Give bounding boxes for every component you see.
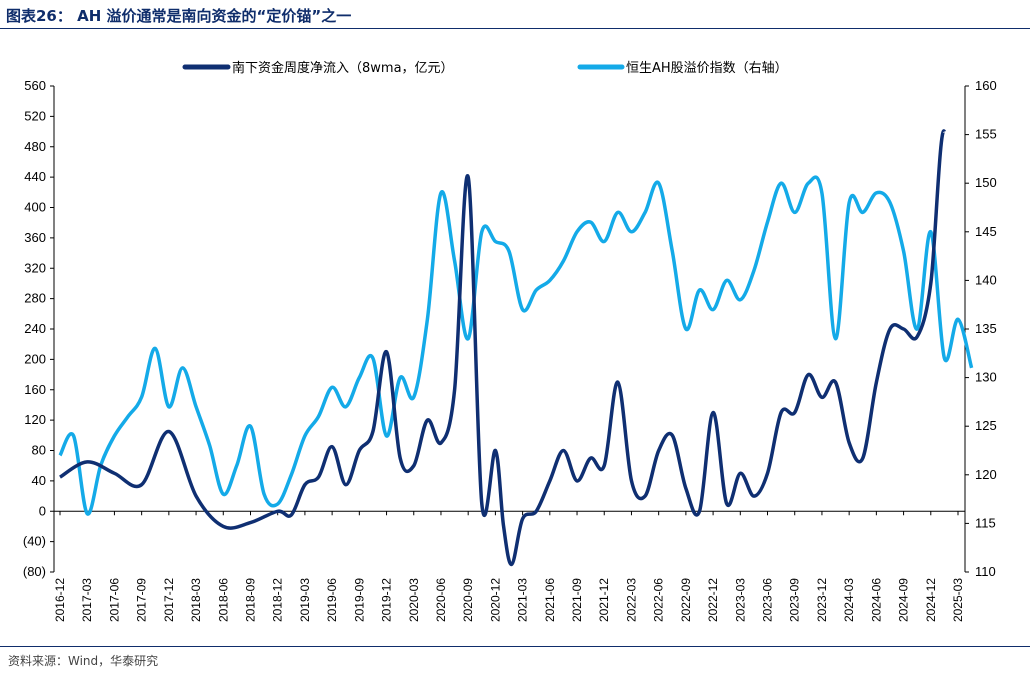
x-tick-label: 2020-06 <box>434 578 448 622</box>
left-tick-label: 80 <box>32 443 46 458</box>
left-tick-label: 480 <box>24 139 46 154</box>
axes: 5605204804404003603202802402001601208040… <box>23 78 997 622</box>
left-tick-label: 320 <box>24 260 46 275</box>
left-tick-label: 200 <box>24 351 46 366</box>
left-tick-label: 520 <box>24 108 46 123</box>
x-tick-label: 2017-12 <box>162 578 176 622</box>
x-tick-label: 2018-12 <box>271 578 285 622</box>
left-tick-label: 240 <box>24 321 46 336</box>
x-tick-label: 2017-06 <box>107 578 121 622</box>
x-tick-label: 2019-03 <box>298 578 312 622</box>
right-tick-label: 155 <box>975 127 997 142</box>
x-tick-label: 2018-03 <box>189 578 203 622</box>
legend-label-series1: 南下资金周度净流入（8wma，亿元） <box>232 60 454 76</box>
x-tick-label: 2017-09 <box>135 578 149 622</box>
right-tick-label: 145 <box>975 224 997 239</box>
x-tick-label: 2023-09 <box>788 578 802 622</box>
x-tick-label: 2019-12 <box>380 578 394 622</box>
left-tick-label: (40) <box>23 534 46 549</box>
x-tick-label: 2019-09 <box>352 578 366 622</box>
x-tick-label: 2024-12 <box>924 578 938 622</box>
series-line-southbound-flow <box>59 129 947 567</box>
left-tick-label: 360 <box>24 230 46 245</box>
series-line-ah-premium <box>58 175 974 516</box>
x-tick-label: 2025-03 <box>951 578 965 622</box>
right-tick-label: 125 <box>975 418 997 433</box>
x-tick-label: 2022-12 <box>706 578 720 622</box>
x-tick-label: 2018-06 <box>216 578 230 622</box>
x-tick-label: 2023-06 <box>761 578 775 622</box>
title-rule <box>0 28 1030 29</box>
left-tick-label: 40 <box>32 473 46 488</box>
x-tick-label: 2022-06 <box>652 578 666 622</box>
right-tick-label: 140 <box>975 272 997 287</box>
legend-label-series2: 恒生AH股溢价指数（右轴） <box>626 61 788 76</box>
left-tick-label: 560 <box>24 78 46 93</box>
chart-title: 图表26： AH 溢价通常是南向资金的“定价锚”之一 <box>6 7 352 25</box>
x-tick-label: 2023-12 <box>815 578 829 622</box>
right-tick-label: 120 <box>975 467 997 482</box>
x-tick-label: 2021-03 <box>516 578 530 622</box>
left-tick-label: 280 <box>24 291 46 306</box>
x-tick-label: 2022-03 <box>624 578 638 622</box>
right-tick-label: 135 <box>975 321 997 336</box>
x-tick-label: 2020-12 <box>488 578 502 622</box>
x-tick-label: 2019-06 <box>325 578 339 622</box>
right-tick-label: 130 <box>975 370 997 385</box>
x-tick-label: 2018-09 <box>243 578 257 622</box>
x-tick-label: 2016-12 <box>53 578 67 622</box>
x-tick-label: 2017-03 <box>80 578 94 622</box>
left-tick-label: 400 <box>24 200 46 215</box>
x-tick-label: 2024-09 <box>897 578 911 622</box>
left-tick-label: 160 <box>24 382 46 397</box>
x-tick-label: 2023-03 <box>733 578 747 622</box>
right-tick-label: 110 <box>975 564 996 579</box>
x-tick-label: 2022-09 <box>679 578 693 622</box>
left-tick-label: 440 <box>24 169 46 184</box>
right-tick-label: 150 <box>975 175 997 190</box>
bottom-rule <box>0 646 1030 647</box>
left-tick-label: 0 <box>39 503 46 518</box>
source-note: 资料来源：Wind，华泰研究 <box>8 654 159 668</box>
legend: 南下资金周度净流入（8wma，亿元） 恒生AH股溢价指数（右轴） <box>182 60 788 76</box>
x-tick-label: 2020-03 <box>407 578 421 622</box>
x-tick-label: 2021-12 <box>597 578 611 622</box>
x-tick-label: 2020-09 <box>461 578 475 622</box>
right-tick-label: 160 <box>975 78 997 93</box>
plot-area <box>58 129 974 567</box>
right-tick-label: 115 <box>975 515 996 530</box>
x-tick-label: 2024-06 <box>869 578 883 622</box>
x-tick-label: 2021-09 <box>570 578 584 622</box>
left-tick-label: 120 <box>24 412 46 427</box>
x-tick-label: 2021-06 <box>543 578 557 622</box>
x-tick-label: 2024-03 <box>842 578 856 622</box>
left-tick-label: (80) <box>23 564 46 579</box>
